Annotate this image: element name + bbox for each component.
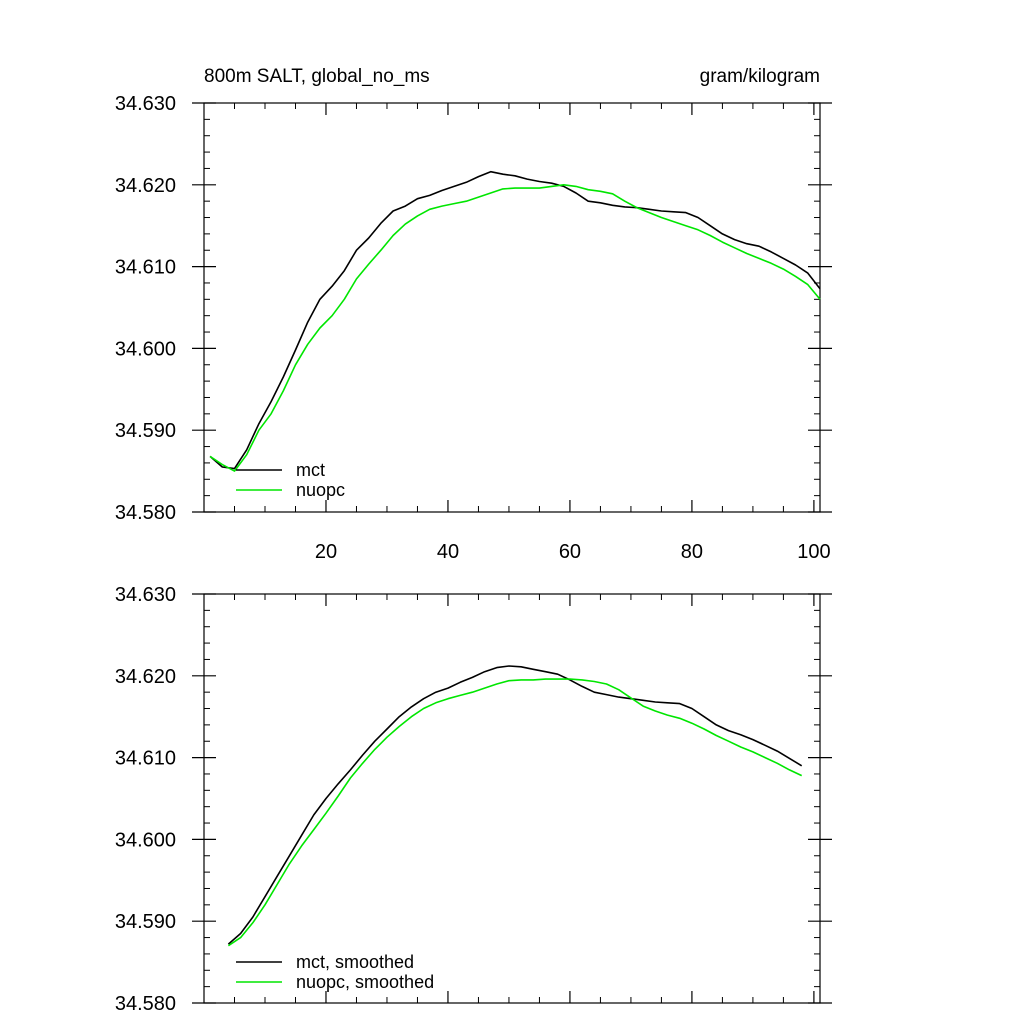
legend-label-nuopc: nuopc: [296, 480, 345, 500]
y-tick-label: 34.580: [115, 502, 176, 524]
y-tick-label: 34.580: [115, 993, 176, 1015]
top-panel-title: 800m SALT, global_no_ms: [204, 66, 430, 87]
top-panel: 800m SALT, global_no_ms gram/kilogram 20…: [115, 66, 832, 563]
bottom-panel-series: [227, 665, 803, 947]
x-tick-label: 80: [681, 541, 703, 563]
y-tick-label: 34.620: [115, 175, 176, 197]
y-tick-label: 34.620: [115, 666, 176, 688]
plot-frame: [203, 593, 821, 1004]
y-tick-label: 34.610: [115, 748, 176, 770]
bottom-panel-axes: 34.580 34.590 34.600 34.610 34.620 34.630: [115, 584, 832, 1015]
series-line-mct-smoothed: [227, 665, 803, 945]
x-tick-label: 100: [797, 541, 830, 563]
bottom-panel: 34.580 34.590 34.600 34.610 34.620 34.630 mct…: [115, 584, 832, 1015]
legend-label-mct-smoothed: mct, smoothed: [296, 952, 414, 972]
top-panel-legend: mct nuopc: [236, 460, 345, 500]
x-tick-label: 60: [559, 541, 581, 563]
series-line-nuopc-smoothed: [227, 678, 803, 947]
plot-frame: [203, 102, 821, 513]
x-tick-label: 40: [437, 541, 459, 563]
y-tick-label: 34.590: [115, 420, 176, 442]
series-line-nuopc: [209, 184, 821, 472]
x-tick-label: 20: [315, 541, 337, 563]
y-tick-label: 34.600: [115, 338, 176, 360]
bottom-panel-legend: mct, smoothed nuopc, smoothed: [236, 952, 434, 992]
y-tick-label: 34.630: [115, 584, 176, 606]
top-panel-series: [209, 170, 821, 472]
top-panel-axes: 20 40 60 80 100 34.580 34.590 34.600 34.610 34.62…: [115, 93, 832, 563]
y-tick-label: 34.590: [115, 911, 176, 933]
y-tick-label: 34.610: [115, 257, 176, 279]
legend-label-nuopc-smoothed: nuopc, smoothed: [296, 972, 434, 992]
legend-label-mct: mct: [296, 460, 325, 480]
top-panel-units: gram/kilogram: [700, 66, 820, 87]
y-tick-label: 34.600: [115, 829, 176, 851]
series-line-mct: [209, 170, 821, 470]
y-tick-label: 34.630: [115, 93, 176, 115]
